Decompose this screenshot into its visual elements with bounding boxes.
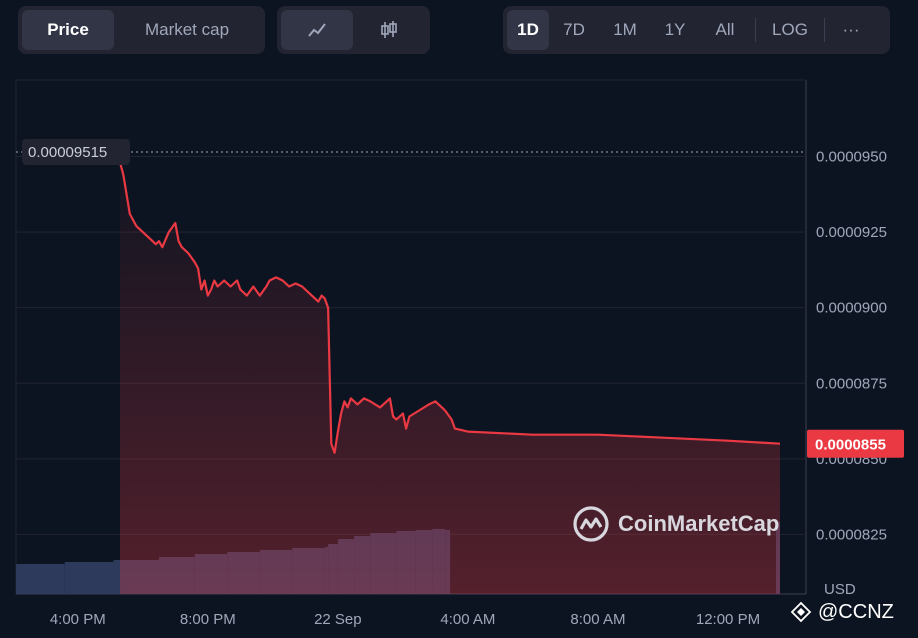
line-chart-button[interactable]: [281, 10, 353, 50]
time-range-selector: 1D 7D 1M 1Y All LOG ···: [503, 6, 890, 54]
range-separator: [824, 18, 825, 42]
credit-text: @CCNZ: [818, 600, 894, 623]
price-line: [118, 162, 781, 454]
chart-type-toggle: [277, 6, 430, 54]
range-1m[interactable]: 1M: [613, 20, 637, 39]
candlestick-button[interactable]: [353, 10, 425, 50]
more-options-button[interactable]: ···: [842, 20, 860, 39]
range-7d[interactable]: 7D: [563, 20, 585, 39]
open-price-label: 0.00009515: [28, 144, 107, 161]
y-tick-label: 0.0000950: [816, 148, 887, 165]
coinmarketcap-logo-icon: [573, 506, 609, 542]
x-tick-label: 4:00 AM: [440, 611, 495, 628]
range-all[interactable]: All: [715, 20, 735, 39]
price-area-fill: [120, 162, 780, 594]
volume-bar: [64, 562, 114, 594]
range-1y[interactable]: 1Y: [664, 20, 686, 39]
range-1d[interactable]: 1D: [507, 10, 549, 50]
watermark-text: CoinMarketCap: [618, 511, 780, 536]
x-tick-label: 8:00 AM: [570, 611, 625, 628]
line-chart-icon: [308, 23, 326, 37]
x-tick-label: 12:00 PM: [696, 611, 760, 628]
y-tick-label: 0.0000875: [816, 375, 887, 392]
y-unit-label: USD: [824, 581, 856, 598]
current-price-label: 0.0000855: [815, 437, 886, 454]
open-price-badge: [22, 138, 130, 165]
x-tick-label: 4:00 PM: [50, 611, 106, 628]
x-tick-label: 8:00 PM: [180, 611, 236, 628]
tab-price[interactable]: Price: [22, 10, 114, 50]
y-tick-label: 0.0000825: [816, 526, 887, 543]
current-price-badge: [807, 429, 904, 458]
log-scale-button[interactable]: LOG: [772, 20, 808, 39]
price-marketcap-toggle: Price Market cap: [18, 6, 265, 54]
range-separator: [755, 18, 756, 42]
y-tick-label: 0.0000925: [816, 224, 887, 241]
y-tick-label: 0.0000900: [816, 300, 887, 317]
binance-diamond-icon: [790, 601, 812, 623]
candlestick-icon: [381, 21, 397, 38]
tab-market-cap[interactable]: Market cap: [144, 20, 230, 39]
volume-bar: [16, 564, 65, 594]
x-tick-label: 22 Sep: [314, 611, 362, 628]
coinmarketcap-watermark: CoinMarketCap: [572, 504, 779, 544]
credit-label: @CCNZ: [790, 598, 894, 626]
